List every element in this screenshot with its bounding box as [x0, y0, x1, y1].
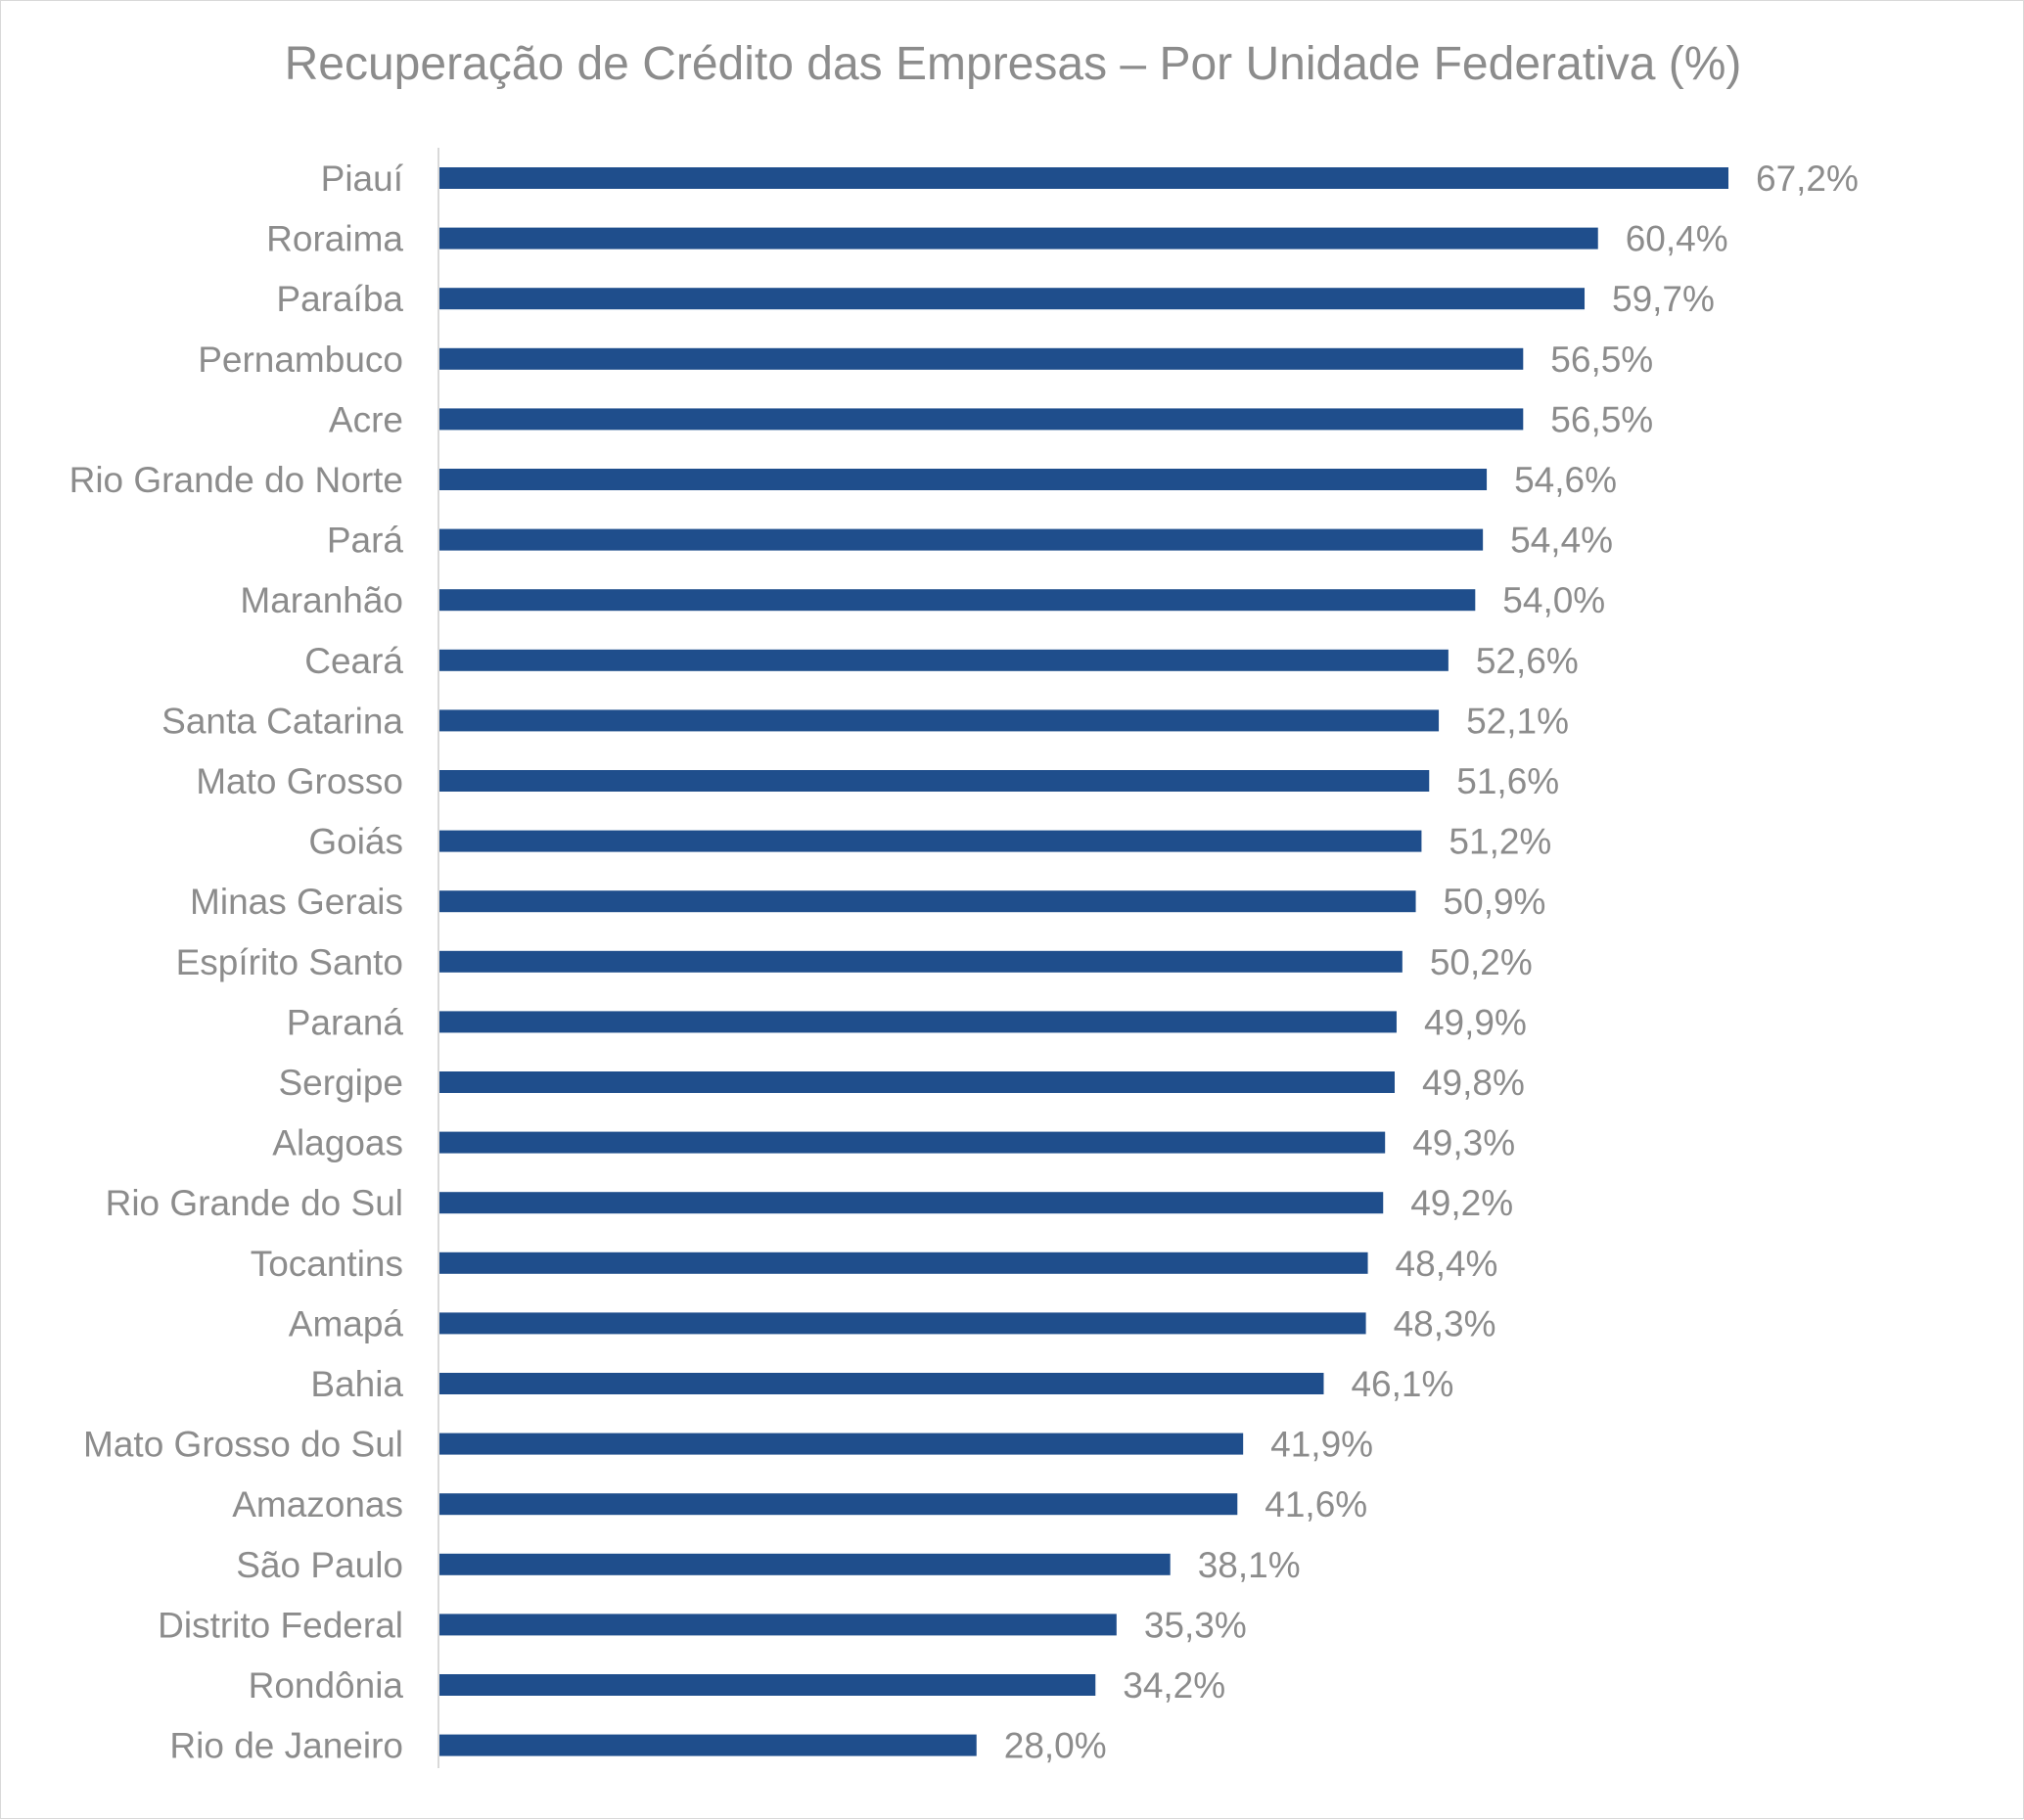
bar	[439, 589, 1476, 612]
data-label: 38,1%	[1198, 1545, 1301, 1585]
bar	[439, 227, 1598, 250]
category-label: Tocantins	[251, 1244, 403, 1284]
bar	[439, 649, 1449, 671]
data-label: 35,3%	[1144, 1605, 1247, 1645]
bar	[439, 1131, 1386, 1154]
data-label: 41,6%	[1265, 1484, 1367, 1524]
category-label: Roraima	[266, 219, 403, 259]
bar	[439, 1071, 1395, 1093]
bar	[439, 770, 1430, 792]
category-label: Paraná	[287, 1002, 404, 1042]
data-label: 49,2%	[1410, 1183, 1513, 1223]
data-label: 28,0%	[1004, 1726, 1107, 1766]
bar	[439, 830, 1422, 852]
category-label: Rondônia	[249, 1665, 404, 1706]
data-label: 41,9%	[1270, 1425, 1373, 1465]
category-label: Pernambuco	[198, 340, 403, 380]
chart-title: Recuperação de Crédito das Empresas – Po…	[285, 38, 1742, 90]
category-label: Santa Catarina	[161, 701, 403, 741]
data-label: 59,7%	[1612, 279, 1715, 319]
data-label: 56,5%	[1550, 399, 1653, 439]
data-label: 54,4%	[1510, 521, 1613, 561]
bar	[439, 347, 1524, 370]
bar	[439, 1553, 1171, 1575]
data-label: 46,1%	[1351, 1364, 1453, 1404]
category-label: Mato Grosso	[196, 761, 403, 801]
category-label: Alagoas	[272, 1123, 403, 1163]
data-label: 51,2%	[1449, 822, 1551, 862]
category-label: Mato Grosso do Sul	[83, 1425, 403, 1465]
category-label: São Paulo	[236, 1545, 403, 1585]
data-label: 52,1%	[1466, 701, 1569, 741]
data-label: 56,5%	[1550, 340, 1653, 380]
category-label: Maranhão	[240, 580, 403, 620]
data-label: 52,6%	[1476, 641, 1579, 681]
bar	[439, 1011, 1397, 1033]
bar	[439, 1493, 1238, 1516]
category-label: Pará	[327, 521, 404, 561]
data-label: 54,0%	[1502, 580, 1605, 620]
category-label: Bahia	[310, 1364, 403, 1404]
category-label: Rio Grande do Sul	[106, 1183, 403, 1223]
category-label: Rio Grande do Norte	[69, 460, 403, 500]
category-label: Minas Gerais	[190, 882, 403, 922]
data-label: 50,9%	[1444, 882, 1546, 922]
data-label: 48,4%	[1396, 1244, 1498, 1284]
bar	[439, 167, 1728, 189]
data-label: 34,2%	[1123, 1665, 1225, 1706]
category-label: Rio de Janeiro	[169, 1726, 403, 1766]
bar	[439, 469, 1488, 490]
bar	[439, 1674, 1096, 1696]
data-label: 48,3%	[1394, 1303, 1496, 1343]
data-label: 49,9%	[1424, 1002, 1527, 1042]
bar	[439, 528, 1484, 551]
data-label: 50,2%	[1430, 942, 1533, 982]
category-label: Goiás	[308, 822, 403, 862]
category-label: Amapá	[289, 1303, 404, 1343]
bar	[439, 1433, 1244, 1455]
data-label: 49,3%	[1412, 1123, 1515, 1163]
bar	[439, 288, 1586, 310]
bar	[439, 950, 1403, 973]
category-label: Acre	[329, 399, 403, 439]
bar	[439, 1312, 1366, 1335]
data-label: 51,6%	[1456, 761, 1559, 801]
category-label: Amazonas	[232, 1484, 403, 1524]
bar	[439, 1614, 1117, 1636]
category-label: Sergipe	[278, 1063, 403, 1103]
bar	[439, 408, 1524, 431]
data-label: 67,2%	[1756, 159, 1859, 199]
bar	[439, 1192, 1384, 1214]
bar	[439, 1251, 1368, 1274]
category-label: Distrito Federal	[158, 1605, 403, 1645]
data-labels: 67,2% 60,4% 59,7% 56,5% 56,5% 54,6% 54,4% 54,0%…	[1004, 159, 1859, 1766]
bar	[439, 709, 1440, 732]
data-label: 54,6%	[1514, 460, 1617, 500]
category-label: Piauí	[321, 159, 404, 199]
bar	[439, 1734, 977, 1756]
data-label: 49,8%	[1422, 1063, 1525, 1103]
bar	[439, 890, 1416, 913]
category-label: Espírito Santo	[176, 942, 403, 982]
category-label: Paraíba	[276, 279, 403, 319]
category-labels: Piauí Roraima Paraíba Pernambuco Acre Rio Gra…	[69, 159, 404, 1766]
category-label: Ceará	[304, 641, 403, 681]
bar	[439, 1373, 1324, 1394]
bars-group	[439, 167, 1728, 1756]
data-label: 60,4%	[1626, 219, 1728, 259]
